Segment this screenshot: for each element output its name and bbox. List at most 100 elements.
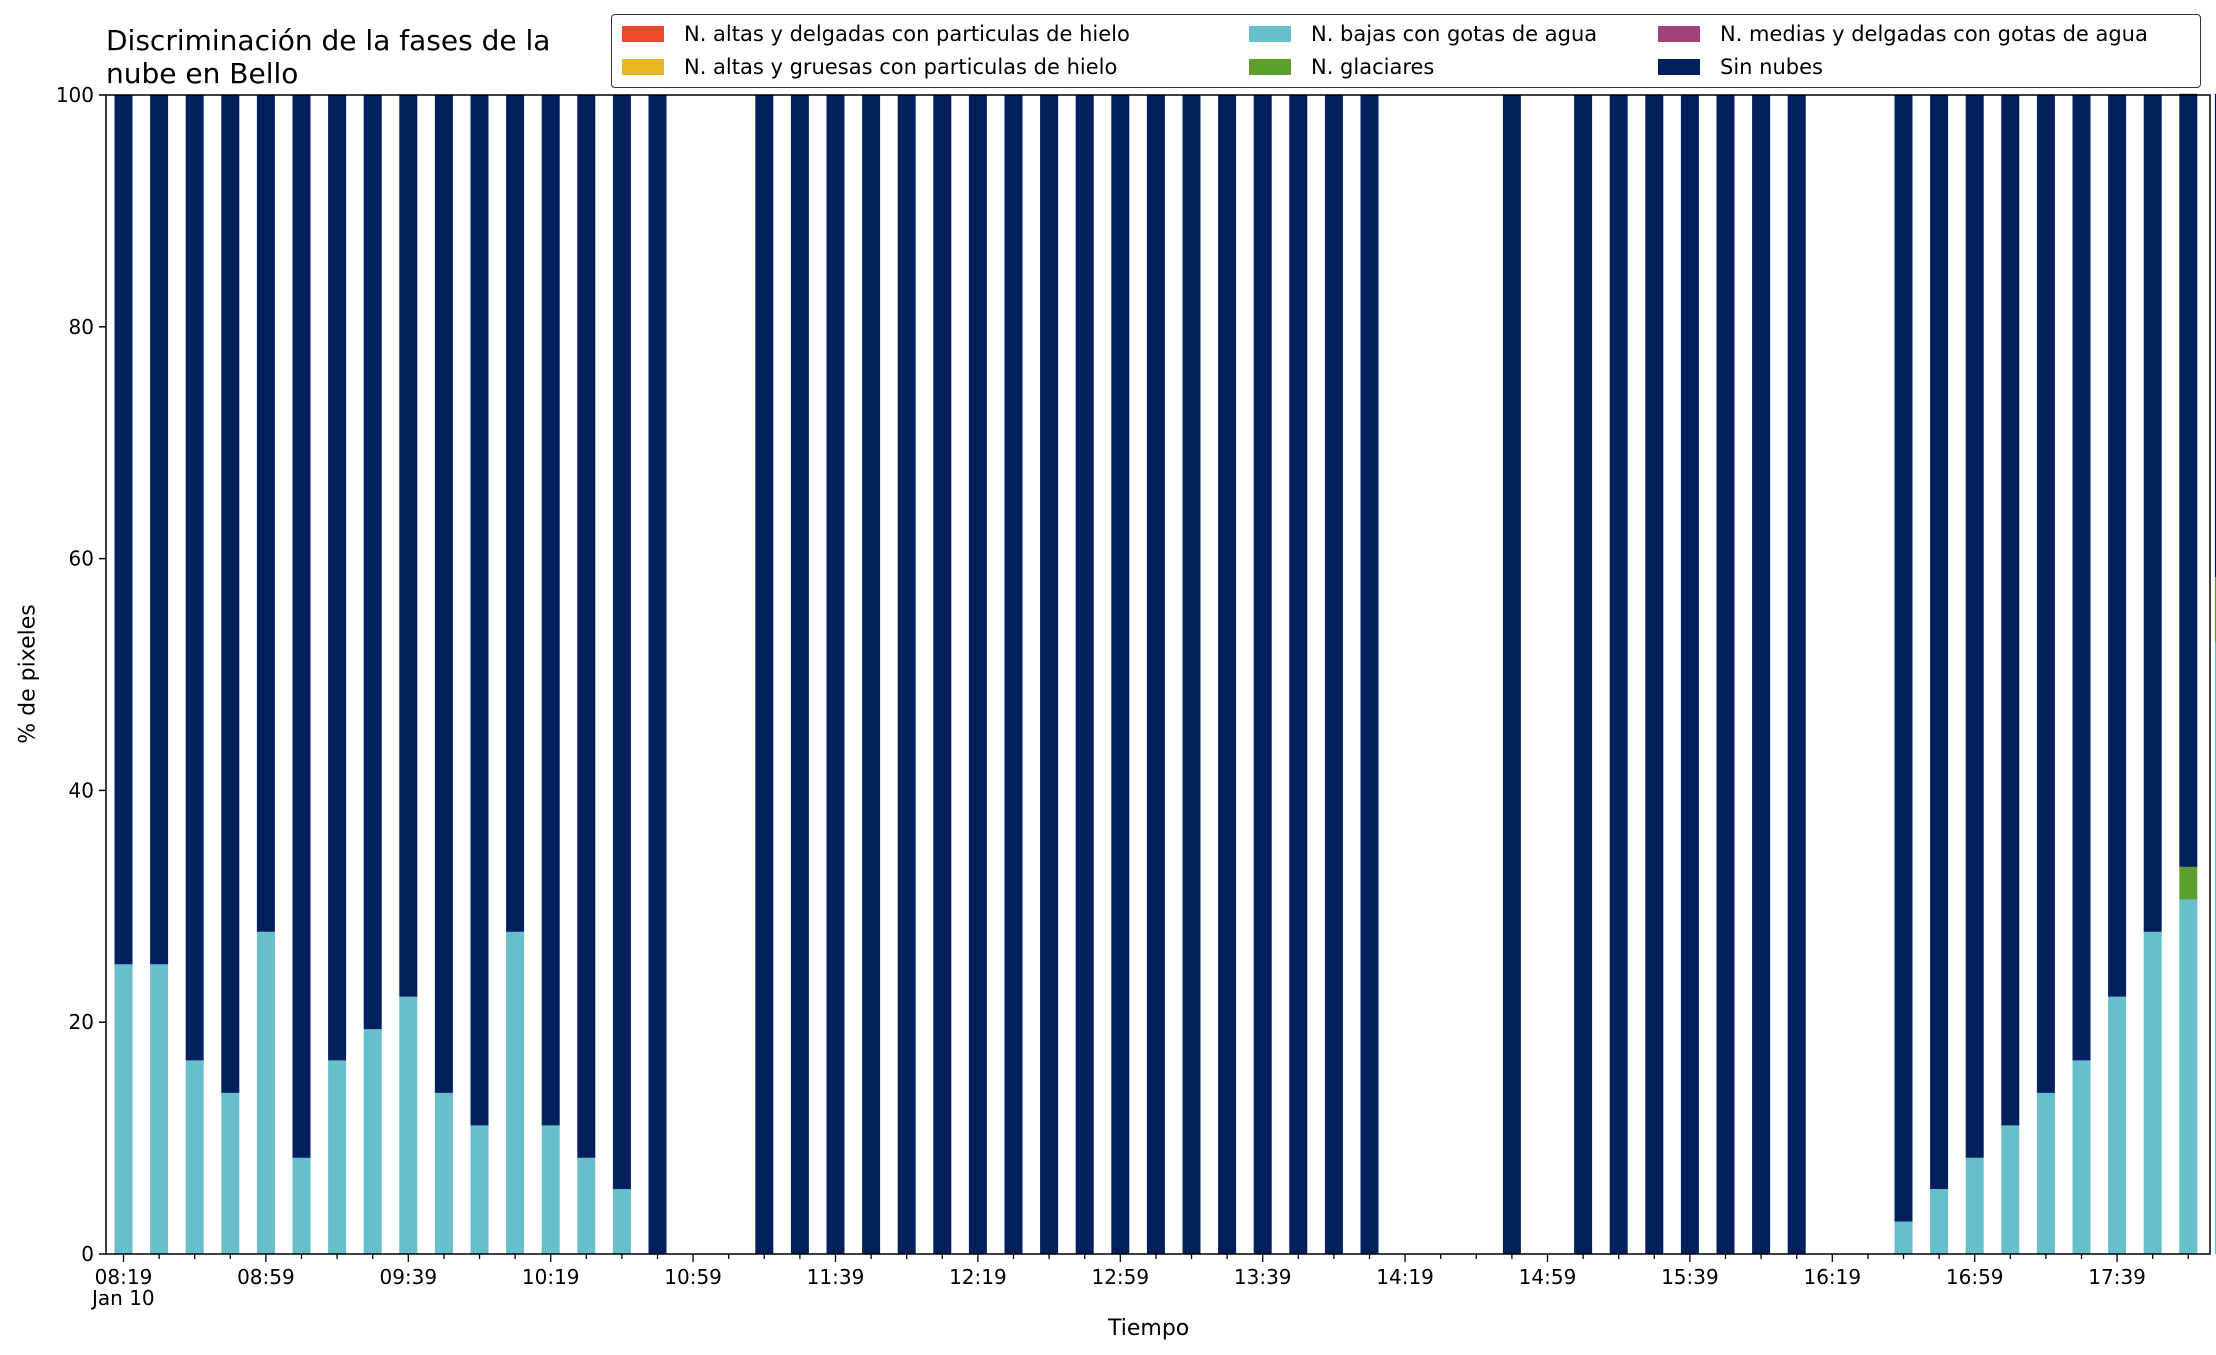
y-tick-label-1: 20 [69, 1010, 94, 1034]
bar-segment-5-42 [1609, 95, 1628, 1254]
x-tick-label-10: 14:59 [1519, 1265, 1577, 1289]
x-tick-label-2: 09:39 [379, 1265, 437, 1289]
bar-segment-2-0 [114, 964, 133, 1255]
bar-segment-5-23 [933, 95, 952, 1254]
bar-segment-2-5 [292, 1157, 311, 1254]
bar-segment-5-18 [755, 95, 774, 1254]
x-tick-label-13: 16:59 [1946, 1265, 2004, 1289]
bar-segment-5-3 [221, 95, 240, 1093]
bar-segment-5-22 [897, 95, 916, 1254]
y-axis-label: % de pixeles [15, 604, 41, 744]
bar-segment-5-13 [577, 95, 596, 1158]
x-tick-label-7: 12:59 [1091, 1265, 1149, 1289]
bar-segment-2-12 [541, 1125, 560, 1254]
bar-segment-2-9 [434, 1092, 453, 1254]
x-tick-label-8: 13:39 [1234, 1265, 1292, 1289]
bar-segment-2-10 [470, 1125, 489, 1254]
bar-segment-2-6 [328, 1060, 347, 1254]
legend-label: N. glaciares [1311, 55, 1435, 79]
y-tick-label-2: 40 [69, 778, 94, 802]
bar-segment-5-10 [470, 95, 489, 1126]
bar-segment-5-7 [363, 95, 382, 1030]
x-tick-label-3: 10:19 [522, 1265, 580, 1289]
x-tick-label-1: 08:59 [237, 1265, 295, 1289]
bar-segment-5-24 [968, 95, 987, 1254]
bar-segment-5-1 [150, 95, 169, 965]
y-tick-label-0: 0 [81, 1242, 94, 1266]
bar-segment-5-20 [826, 95, 845, 1254]
bar-segment-5-57 [2143, 95, 2162, 932]
bar-segment-2-4 [256, 931, 275, 1254]
legend-item-2: N. altas y gruesas con particulas de hie… [622, 52, 1117, 82]
x-axis-label: Tiempo [1108, 1316, 1190, 1341]
bar-segment-5-51 [1930, 95, 1949, 1190]
bar-segment-5-41 [1574, 95, 1593, 1254]
bar-segment-5-32 [1253, 95, 1272, 1254]
bar-segment-2-54 [2036, 1092, 2055, 1254]
bar-segment-2-8 [399, 996, 418, 1254]
bar-segment-2-51 [1930, 1189, 1949, 1254]
bar-segment-2-56 [2108, 996, 2127, 1254]
bar-segment-5-34 [1324, 95, 1343, 1254]
bar-segment-2-50 [1894, 1221, 1913, 1254]
bar-segment-5-56 [2108, 95, 2127, 997]
bar-segment-5-2 [185, 95, 204, 1061]
bar-segment-5-5 [292, 95, 311, 1158]
x-tick-label-6: 12:19 [949, 1265, 1007, 1289]
legend-label: Sin nubes [1720, 55, 1823, 79]
bar-segment-5-25 [1004, 95, 1023, 1254]
bar-segment-2-53 [2001, 1125, 2020, 1254]
bar-segment-5-31 [1218, 95, 1237, 1254]
legend-swatch [622, 59, 664, 75]
bar-segment-5-6 [328, 95, 347, 1061]
bar-segment-2-55 [2072, 1060, 2091, 1254]
bar-segment-5-47 [1787, 95, 1806, 1254]
bar-segment-5-9 [434, 95, 453, 1093]
bar-segment-5-53 [2001, 95, 2020, 1126]
bar-segment-2-14 [612, 1189, 631, 1254]
bar-segment-5-44 [1680, 95, 1699, 1254]
bar-segment-2-59 [2214, 642, 2216, 1254]
bar-segment-5-14 [612, 95, 631, 1190]
bar-segment-5-4 [256, 95, 275, 932]
legend-item-4: N. glaciares [1249, 52, 1434, 82]
bar-segment-5-12 [541, 95, 560, 1126]
legend-swatch [1658, 59, 1700, 75]
bar-segment-5-15 [648, 95, 667, 1254]
x-axis-date-label: Jan 10 [92, 1286, 155, 1310]
bar-segment-2-11 [506, 931, 525, 1254]
x-tick-label-5: 11:39 [807, 1265, 865, 1289]
legend-item-6: Sin nubes [1658, 52, 1823, 82]
bar-segment-5-11 [506, 95, 525, 932]
bar-segment-2-2 [185, 1060, 204, 1254]
bar-segment-5-27 [1075, 95, 1094, 1254]
bar-segment-5-35 [1360, 95, 1379, 1254]
bar-segment-5-46 [1752, 95, 1771, 1254]
bar-segment-5-54 [2036, 95, 2055, 1093]
legend-swatch [622, 26, 664, 42]
bar-segment-5-39 [1502, 95, 1521, 1254]
legend-swatch [1249, 59, 1291, 75]
bar-segment-3-59 [2214, 577, 2216, 642]
x-tick-label-11: 15:39 [1661, 1265, 1719, 1289]
bar-segment-5-8 [399, 95, 418, 997]
bar-segment-5-21 [862, 95, 881, 1254]
legend-item-1: N. altas y delgadas con particulas de hi… [622, 19, 1130, 49]
bar-segment-5-52 [1965, 95, 1984, 1158]
bar-segment-2-57 [2143, 931, 2162, 1254]
plot-frame [105, 94, 2211, 1255]
bar-segment-5-55 [2072, 95, 2091, 1061]
legend-swatch [1249, 26, 1291, 42]
y-tick-label-4: 80 [69, 315, 94, 339]
legend: N. altas y delgadas con particulas de hi… [611, 14, 2201, 88]
bar-segment-5-59 [2214, 93, 2216, 578]
bar-segment-2-58 [2179, 899, 2198, 1254]
x-tick-label-4: 10:59 [664, 1265, 722, 1289]
bar-segment-2-7 [363, 1029, 382, 1254]
x-tick-label-0: 08:19 [95, 1265, 153, 1289]
bar-segment-5-33 [1289, 95, 1308, 1254]
bar-segment-5-28 [1111, 95, 1130, 1254]
bar-segment-2-13 [577, 1157, 596, 1254]
bar-segment-5-50 [1894, 95, 1913, 1222]
